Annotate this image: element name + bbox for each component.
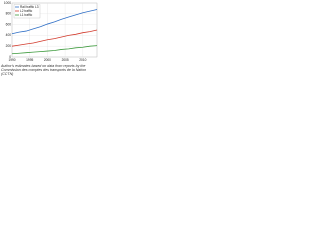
y-tick-label: 1000 [4, 1, 11, 5]
legend-box [13, 4, 41, 19]
x-tick-label: 2010 [79, 58, 86, 62]
legend-label: L2 traffic [20, 9, 33, 13]
x-tick-label: 1995 [26, 58, 33, 62]
chart: 0 200 400 600 800 1000 1990 1995 2000 2005 2010 Rai… [4, 1, 98, 62]
x-tick-label: 2005 [62, 58, 69, 62]
series-line [11, 29, 98, 47]
y-tick-label: 800 [6, 12, 12, 16]
y-tick-label: 200 [6, 44, 12, 48]
x-tick-label: 1990 [8, 58, 15, 62]
series-line [11, 45, 98, 55]
y-tick-label: 600 [6, 22, 12, 26]
y-tick-label: 0 [9, 55, 11, 59]
series-line [11, 9, 98, 35]
y-tick-label: 400 [6, 33, 12, 37]
x-tick-label: 2000 [44, 58, 51, 62]
caption: Author's estimates based on data from re… [1, 64, 87, 77]
page: {"chart_data": {"type": "line", "x": [19… [0, 0, 100, 81]
legend-label: L1 traffic [20, 13, 33, 17]
legend-label: Rail traffic L3 [20, 5, 39, 9]
